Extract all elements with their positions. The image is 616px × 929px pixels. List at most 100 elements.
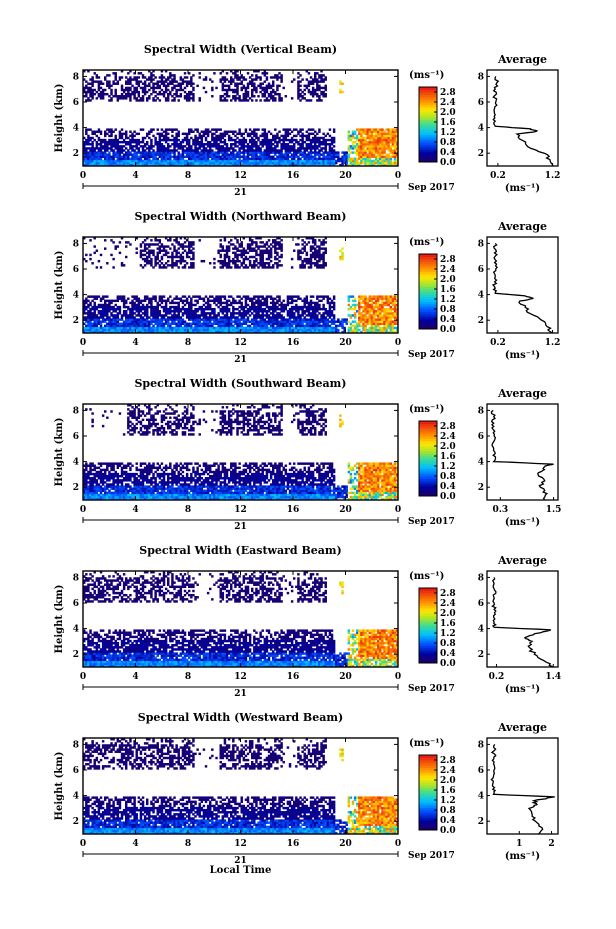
colorbar-swatch — [419, 476, 437, 479]
colorbar-swatch — [419, 279, 437, 282]
y-tick-label: 6 — [73, 265, 79, 275]
colorbar-swatch — [419, 827, 437, 831]
y-tick-label: 4 — [73, 792, 79, 802]
x-tick-label: 20 — [339, 839, 352, 849]
colorbar-swatch — [419, 615, 437, 619]
x-tick-label: 4 — [132, 171, 138, 181]
heatmap-cells — [83, 404, 398, 500]
panel-title: Spectral Width (Southward Beam) — [134, 377, 346, 390]
colorbar-swatch — [419, 299, 437, 302]
colorbar-swatch — [419, 787, 437, 791]
colorbar-tick-label: 0.4 — [440, 482, 456, 492]
colorbar-tick-label: 1.6 — [440, 786, 456, 796]
profile-y-tick-label: 8 — [478, 573, 484, 583]
colorbar-swatch — [419, 638, 437, 641]
heatmap-cells — [83, 237, 398, 333]
colorbar-swatch — [419, 259, 437, 262]
colorbar-swatch — [419, 154, 437, 158]
colorbar-swatch — [419, 481, 437, 484]
x-tick-label: 4 — [132, 672, 138, 682]
profile-y-tick-label: 4 — [478, 291, 484, 301]
colorbar-swatch — [419, 264, 437, 267]
y-tick-label: 8 — [73, 239, 79, 249]
colorbar-swatch — [419, 443, 437, 447]
x-tick-label: 16 — [287, 338, 300, 348]
colorbar-swatch — [419, 660, 437, 664]
colorbar-swatch — [419, 650, 437, 654]
profile-y-tick-label: 8 — [478, 72, 484, 82]
colorbar-swatch — [419, 817, 437, 821]
x-tick-label: 20 — [339, 672, 352, 682]
y-tick-label: 2 — [73, 817, 79, 827]
colorbar-swatch — [419, 792, 437, 796]
profile-line — [492, 76, 554, 166]
colorbar-swatch — [419, 149, 437, 153]
colorbar-tick-label: 1.2 — [440, 629, 456, 639]
colorbar-swatch — [419, 114, 437, 118]
x-tick-label: 4 — [132, 338, 138, 348]
colorbar-tick-label: 1.2 — [440, 128, 456, 138]
colorbar-swatch — [419, 147, 437, 150]
profile-title: Average — [497, 53, 547, 66]
x-tick-label: 12 — [234, 171, 247, 181]
profile-y-tick-label: 4 — [478, 458, 484, 468]
colorbar-swatch — [419, 431, 437, 434]
profile-y-tick-label: 2 — [478, 483, 484, 493]
colorbar-swatch — [419, 314, 437, 317]
colorbar-swatch — [419, 129, 437, 133]
date-label: Sep 2017 — [408, 350, 455, 360]
colorbar-swatch — [419, 466, 437, 469]
colorbar-tick-label: 0.8 — [440, 472, 456, 482]
colorbar-swatch — [419, 107, 437, 110]
colorbar-swatch — [419, 635, 437, 639]
colorbar-swatch — [419, 653, 437, 656]
y-tick-label: 8 — [73, 573, 79, 583]
colorbar-swatch — [419, 446, 437, 449]
x-tick-label: 8 — [185, 839, 191, 849]
colorbar-frame — [418, 86, 438, 163]
x-tick-label: 0 — [80, 839, 86, 849]
profile-line — [491, 242, 553, 334]
colorbar-tick-label: 2.4 — [440, 265, 456, 275]
colorbar-swatch — [419, 468, 437, 472]
colorbar-swatch — [419, 144, 437, 148]
colorbar-swatch — [419, 316, 437, 320]
colorbar-tick-label: 1.2 — [440, 796, 456, 806]
colorbar-frame — [418, 754, 438, 831]
colorbar-swatch — [419, 266, 437, 270]
colorbar-swatch — [419, 274, 437, 277]
profile-x-label: (ms⁻¹) — [505, 684, 540, 695]
colorbar-swatch — [419, 326, 437, 330]
colorbar-swatch — [419, 486, 437, 489]
date-label: Sep 2017 — [408, 517, 455, 527]
date-label: Sep 2017 — [408, 684, 455, 694]
colorbar-tick-label: 1.2 — [440, 295, 456, 305]
panel-3: Spectral Width (Eastward Beam)0 4 8 12 16 20 0… — [54, 544, 561, 699]
colorbar-swatch — [419, 324, 437, 327]
profile-x-tick-label: 0.2 — [490, 171, 506, 181]
colorbar-swatch — [419, 772, 437, 776]
profile-x-tick-label: 2 — [548, 839, 554, 849]
profile-title: Average — [497, 721, 547, 734]
colorbar-swatch — [419, 109, 437, 113]
colorbar-swatch — [419, 261, 437, 265]
colorbar-tick-label: 2.0 — [440, 609, 456, 619]
y-tick-label: 4 — [73, 458, 79, 468]
colorbar-swatch — [419, 471, 437, 474]
x-tick-label: 0 — [395, 505, 401, 515]
x-tick-label: 4 — [132, 505, 138, 515]
profile-line — [490, 409, 554, 501]
colorbar-unit: (ms⁻¹) — [409, 571, 444, 582]
colorbar-swatch — [419, 423, 437, 427]
colorbar-swatch — [419, 603, 437, 606]
x-tick-label: 0 — [395, 338, 401, 348]
panel-1: Spectral Width (Northward Beam)0 4 8 12 16 20… — [54, 210, 560, 365]
y-tick-label: 6 — [73, 432, 79, 442]
colorbar-swatch — [419, 436, 437, 439]
colorbar-tick-label: 1.6 — [440, 285, 456, 295]
colorbar-swatch — [419, 610, 437, 614]
colorbar-swatch — [419, 491, 437, 494]
colorbar-swatch — [419, 640, 437, 644]
colorbar-swatch — [419, 795, 437, 798]
colorbar-swatch — [419, 488, 437, 492]
